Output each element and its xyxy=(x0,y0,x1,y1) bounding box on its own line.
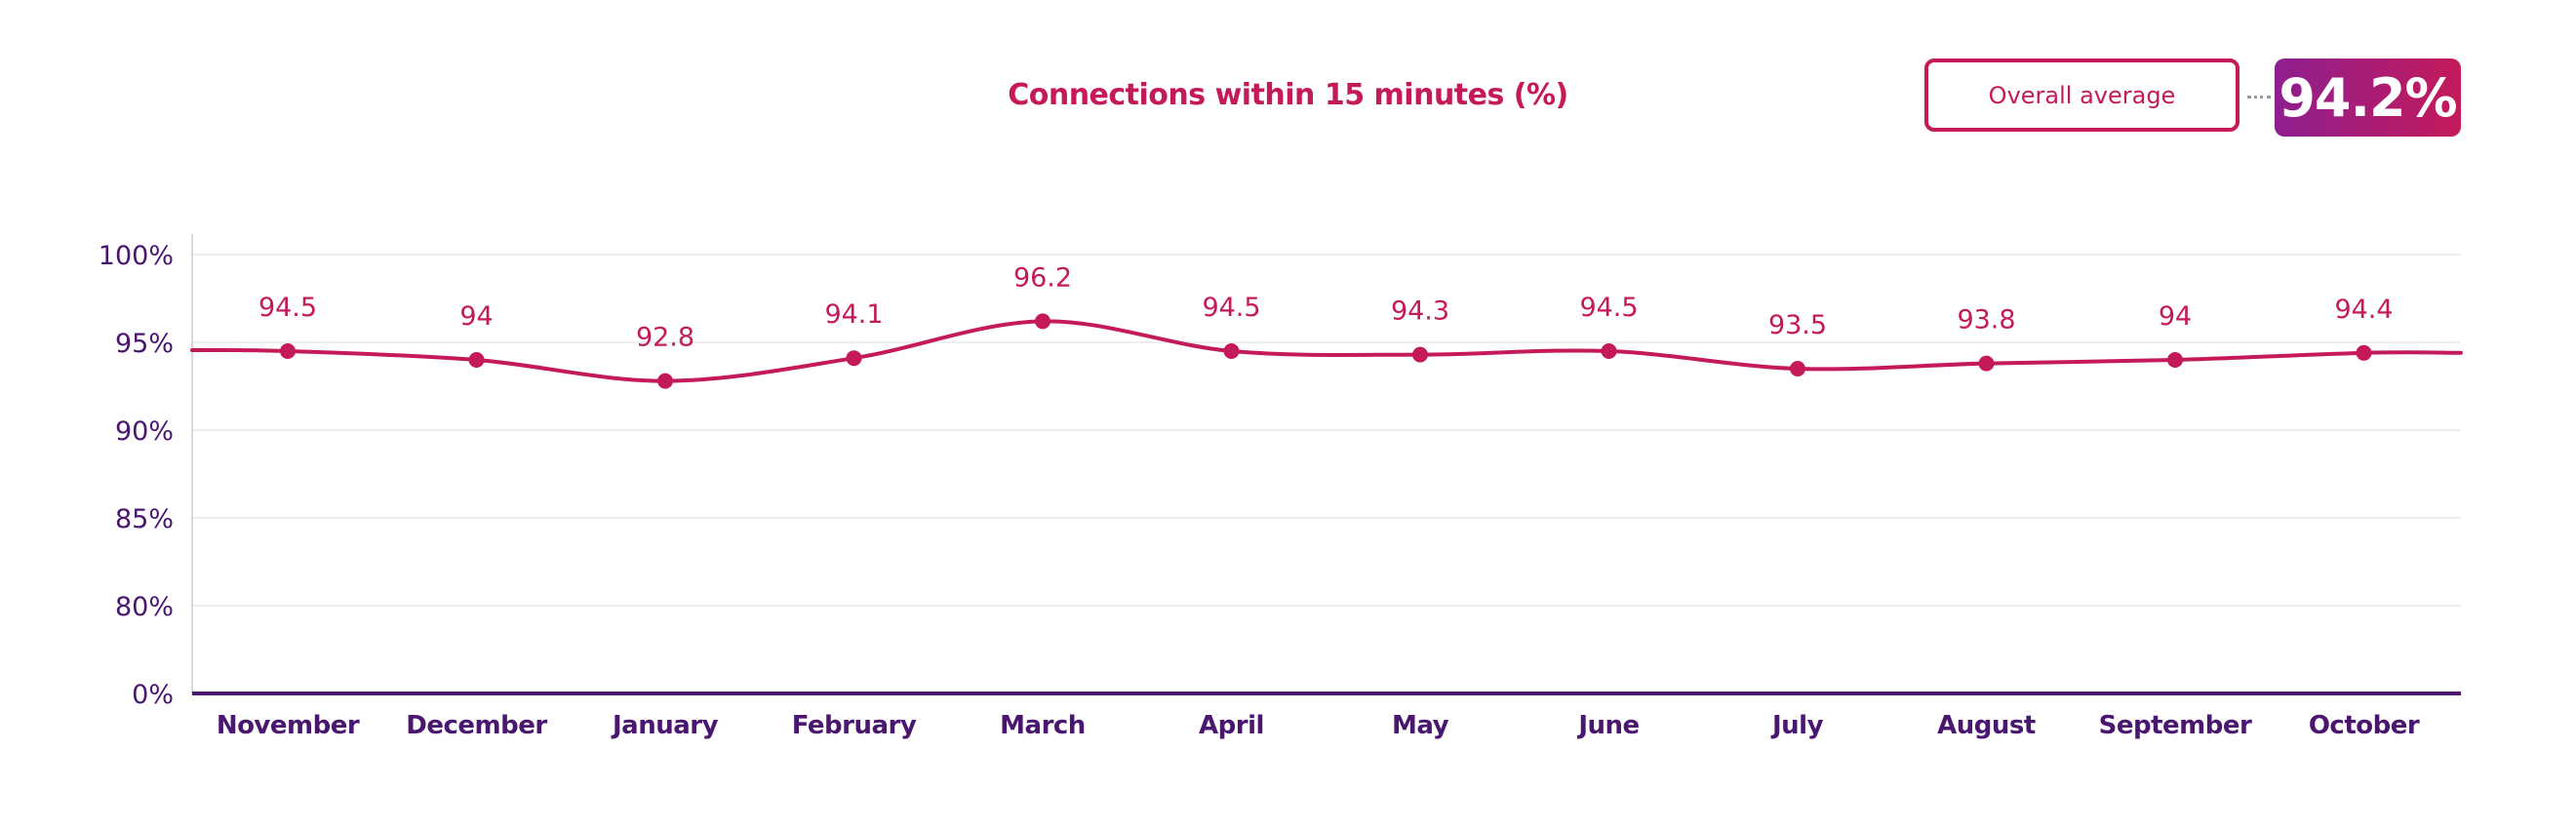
x-tick-label: August xyxy=(1937,711,2036,740)
data-label: 96.2 xyxy=(1013,262,1072,293)
y-axis-tick-labels: 0% 80% 85% 90% 95% 100% xyxy=(99,241,174,710)
x-tick-label: July xyxy=(1770,711,1824,740)
x-tick-label: September xyxy=(2099,711,2252,740)
chart-title: Connections within 15 minutes (%) xyxy=(1008,78,1568,112)
y-tick-label: 95% xyxy=(115,329,174,359)
data-label: 92.8 xyxy=(636,323,694,353)
data-point xyxy=(846,350,862,367)
data-point xyxy=(468,352,485,368)
data-label: 94.1 xyxy=(824,299,883,330)
y-tick-label: 100% xyxy=(99,241,174,271)
x-tick-label: May xyxy=(1392,711,1449,740)
data-point xyxy=(280,343,296,359)
data-point xyxy=(657,373,673,389)
overall-average-label: Overall average xyxy=(1924,59,2239,132)
data-point xyxy=(1601,343,1617,359)
data-point xyxy=(1035,313,1050,330)
y-tick-label: 80% xyxy=(115,592,174,622)
data-label: 94.5 xyxy=(258,293,317,323)
series-line xyxy=(190,319,2463,383)
y-tick-label: 0% xyxy=(132,680,174,710)
data-point xyxy=(2356,344,2372,361)
data-label: 94 xyxy=(459,301,493,332)
x-tick-label: April xyxy=(1199,711,1264,740)
data-label: 93.5 xyxy=(1768,310,1827,340)
x-tick-label: February xyxy=(792,711,917,740)
x-tick-label: December xyxy=(406,711,547,740)
x-axis-tick-labels: November December January February March Apri… xyxy=(217,711,2421,740)
data-labels: 94.5 94 92.8 94.1 96.2 94.5 94.3 94.5 93.5 93.8 94… xyxy=(258,262,2394,352)
x-tick-label: November xyxy=(217,711,360,740)
grid-lines xyxy=(192,254,2461,607)
data-point xyxy=(1978,355,1995,372)
y-tick-label: 85% xyxy=(115,504,174,534)
y-tick-label: 90% xyxy=(115,416,174,447)
data-point xyxy=(2167,352,2183,368)
data-label: 93.8 xyxy=(1957,305,2015,336)
data-label: 94.4 xyxy=(2334,295,2393,325)
data-label: 94.5 xyxy=(1202,293,1260,323)
overall-average-value: 94.2% xyxy=(2275,59,2461,137)
data-points xyxy=(280,313,2372,389)
x-tick-label: March xyxy=(1000,711,1086,740)
data-label: 94.5 xyxy=(1579,293,1638,323)
data-label: 94 xyxy=(2159,301,2192,332)
x-tick-label: June xyxy=(1576,711,1639,740)
data-label: 94.3 xyxy=(1391,296,1449,327)
series-line-path xyxy=(190,319,2463,383)
x-tick-label: October xyxy=(2309,711,2420,740)
data-point xyxy=(1412,346,1428,363)
overall-average-label-text: Overall average xyxy=(1988,81,2176,109)
axes xyxy=(191,234,2461,695)
data-point xyxy=(1790,361,1805,376)
x-tick-label: January xyxy=(611,711,719,740)
average-connector-line xyxy=(2247,96,2271,99)
data-point xyxy=(1223,343,1240,359)
